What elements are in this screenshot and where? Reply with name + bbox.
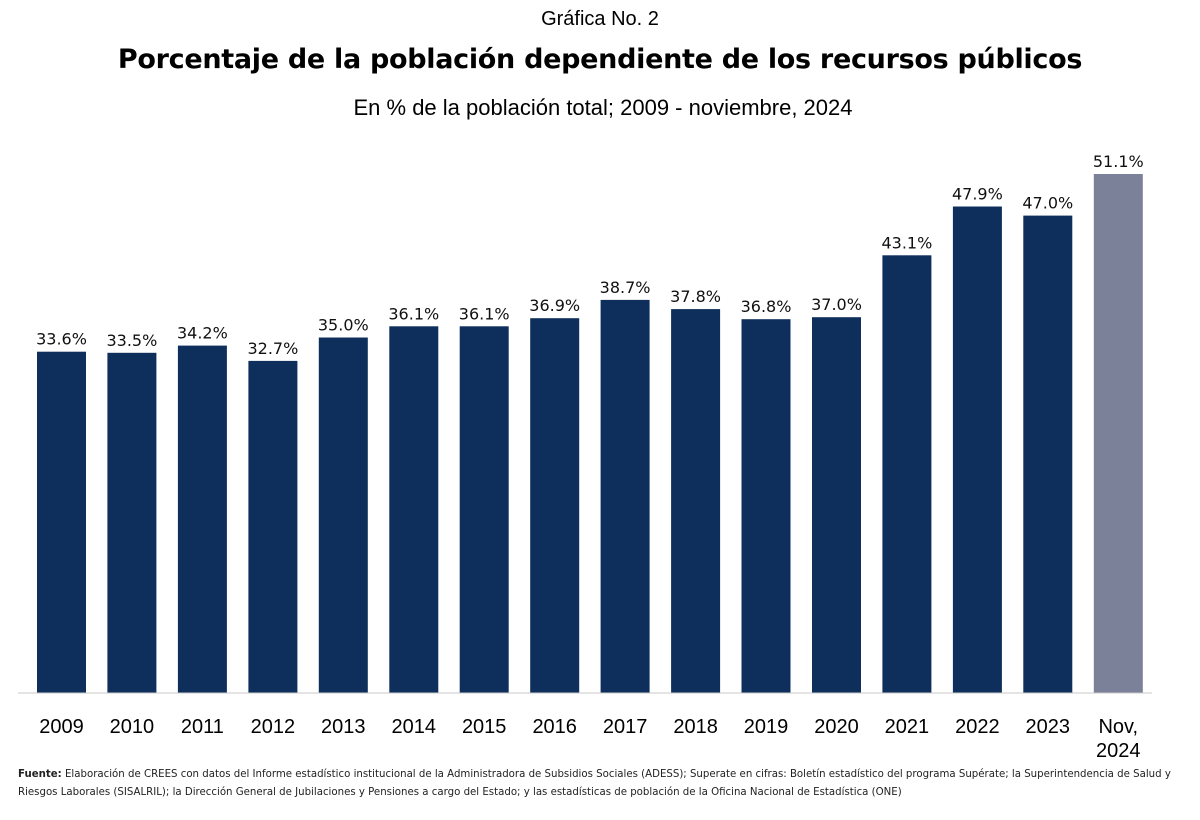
- bar-9: [671, 309, 721, 693]
- x-tick-label-11: 2020: [814, 716, 859, 738]
- x-tick-label-6: 2015: [462, 716, 507, 738]
- value-label-10: 36.8%: [741, 297, 792, 316]
- value-label-5: 36.1%: [388, 304, 439, 323]
- bars-group: [37, 174, 1143, 694]
- value-label-8: 38.7%: [600, 278, 651, 297]
- bar-2: [177, 345, 227, 693]
- bar-15: [1093, 174, 1143, 693]
- bar-3: [248, 360, 298, 693]
- chart-kicker: Gráfica No. 2: [541, 8, 659, 30]
- bar-13: [952, 206, 1002, 693]
- bar-0: [37, 351, 86, 693]
- x-tick-label-3: 2012: [251, 716, 296, 738]
- x-tick-label-8: 2017: [603, 716, 648, 738]
- x-tick-label-15: Nov, 2024: [1096, 716, 1141, 760]
- x-tick-label-14: 2023: [1026, 716, 1071, 738]
- x-tick-label-13: 2022: [955, 716, 1000, 738]
- bar-6: [459, 326, 509, 693]
- value-label-9: 37.8%: [670, 287, 721, 306]
- source-text: Elaboración de CREES con datos del Infor…: [18, 769, 1171, 798]
- x-tick-label-0: 2009: [39, 716, 84, 738]
- value-label-7: 36.9%: [529, 296, 580, 315]
- value-label-4: 35.0%: [318, 316, 369, 335]
- bar-5: [389, 326, 439, 693]
- chart-title: Porcentaje de la población dependiente d…: [117, 44, 1083, 75]
- bar-4: [318, 337, 368, 693]
- bar-7: [530, 318, 580, 693]
- x-tick-label-1: 2010: [110, 716, 155, 738]
- bar-8: [600, 299, 650, 693]
- value-label-0: 33.6%: [36, 330, 87, 349]
- value-label-2: 34.2%: [177, 324, 228, 343]
- value-label-6: 36.1%: [459, 304, 510, 323]
- value-label-11: 37.0%: [811, 295, 862, 314]
- x-tick-label-10: 2019: [744, 716, 789, 738]
- bar-14: [1023, 215, 1073, 693]
- x-tick-label-2: 2011: [181, 716, 224, 738]
- x-tick-label-7: 2016: [532, 716, 577, 738]
- value-label-15: 51.1%: [1093, 152, 1144, 171]
- x-tick-label-4: 2013: [321, 716, 366, 738]
- bar-12: [882, 255, 932, 694]
- bar-1: [107, 352, 157, 693]
- source-label: Fuente:: [18, 769, 62, 780]
- bar-11: [812, 317, 861, 693]
- source-note: Fuente: Elaboración de CREES con datos d…: [18, 766, 1186, 802]
- bar-10: [741, 319, 791, 693]
- value-labels-group: 33.6% 33.5% 34.2% 32.7% 35.0% 36.1% 36.1% 36.9%…: [36, 152, 1144, 358]
- value-label-14: 47.0%: [1022, 194, 1073, 213]
- x-tick-label-9: 2018: [673, 716, 718, 738]
- x-tick-label-12: 2021: [885, 716, 930, 738]
- x-tick-label-5: 2014: [392, 716, 437, 738]
- x-tick-labels-group: 2009 2010 2011 2012 2013 2014 2015 2016 2017 2018…: [39, 716, 1140, 760]
- value-label-1: 33.5%: [106, 331, 157, 350]
- bar-chart: 33.6% 33.5% 34.2% 32.7% 35.0% 36.1% 36.1% 36.9%…: [18, 152, 1152, 760]
- value-label-3: 32.7%: [247, 339, 298, 358]
- value-label-12: 43.1%: [881, 233, 932, 252]
- value-label-13: 47.9%: [952, 185, 1003, 204]
- chart-subtitle: En % de la población total; 2009 - novie…: [353, 95, 853, 120]
